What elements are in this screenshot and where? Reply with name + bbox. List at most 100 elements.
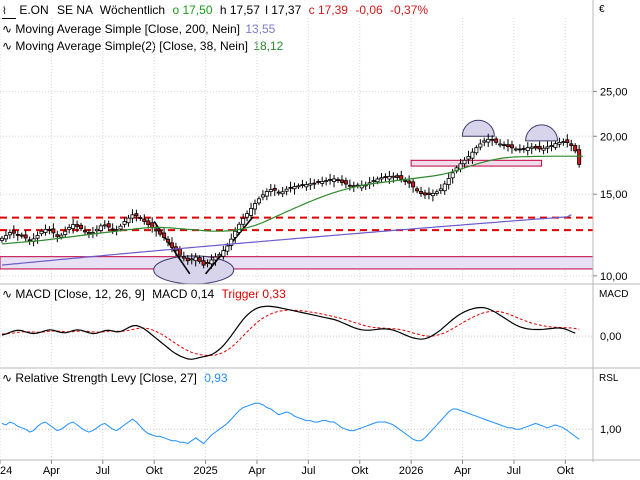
candle-body <box>233 230 238 238</box>
candle-body <box>533 146 538 149</box>
candle-body <box>296 185 301 188</box>
x-tick-label: 2026 <box>399 465 423 477</box>
x-tick-label: Apr <box>454 465 471 477</box>
rsl-line <box>1 402 580 445</box>
candle-body <box>565 139 570 144</box>
x-tick-label: Okt <box>557 465 574 477</box>
chart-header: ⌇ E.ON SE NA Wöchentlich o 17,50 h 17,57… <box>2 3 428 19</box>
candle-body <box>7 232 12 236</box>
x-tick-label: Okt <box>146 465 163 477</box>
candle-body <box>209 259 214 265</box>
open-value: o 17,50 <box>172 3 213 17</box>
candle-body <box>94 228 99 232</box>
candle-body <box>221 250 226 257</box>
change-pct-value: -0,37% <box>390 3 429 17</box>
candle-body <box>138 217 143 219</box>
candle-body <box>430 193 435 197</box>
interval-label: Wöchentlich <box>99 3 166 17</box>
candle-body <box>442 183 447 192</box>
resistance-zone <box>410 159 543 167</box>
ma38-line <box>1 155 584 245</box>
macd-label: MACD [Close, 12, 26, 9] <box>15 287 145 301</box>
double-top-arc <box>525 124 559 142</box>
candle-body <box>237 223 242 233</box>
candle-body <box>15 234 20 236</box>
candle-body <box>498 143 503 146</box>
candle-body <box>205 262 210 265</box>
price-y-tick-label: 15,00 <box>600 189 628 201</box>
candle-body <box>343 180 348 185</box>
rsl-value: 0,93 <box>204 371 228 385</box>
candle-body <box>332 178 337 182</box>
macd-value: MACD 0,14 <box>152 287 215 301</box>
candle-body <box>27 239 32 242</box>
candle-body <box>229 238 234 246</box>
candle-body <box>130 214 135 219</box>
x-tick-label: Jul <box>301 465 315 477</box>
candle-body <box>553 143 558 148</box>
candle-body <box>506 144 511 148</box>
candle-body <box>379 177 384 180</box>
candle-body <box>450 172 455 179</box>
candle-body <box>387 176 392 180</box>
price-y-tick-label: 20,00 <box>600 131 628 143</box>
candle-body <box>43 228 48 233</box>
candle-body <box>308 183 313 186</box>
candle-body <box>478 143 483 148</box>
candle-body <box>217 254 222 257</box>
candle-body <box>328 178 333 181</box>
candle-body <box>446 178 451 186</box>
candle-body <box>288 186 293 189</box>
candle-body <box>426 192 431 195</box>
candle-body <box>79 224 84 230</box>
symbol-label: E.ON <box>19 3 49 17</box>
candle-body <box>577 149 582 165</box>
double-top-arc <box>461 119 495 137</box>
candle-body <box>185 257 190 262</box>
candle-body <box>201 260 206 266</box>
price-y-tick-label: 25,00 <box>600 86 628 98</box>
candle-body <box>225 245 230 252</box>
candle-body <box>102 224 107 227</box>
candle-body <box>110 228 115 231</box>
candle-body <box>260 194 265 198</box>
candle-body <box>399 175 404 180</box>
candle-body <box>75 224 80 227</box>
candle-body <box>419 191 424 194</box>
candle-body <box>19 234 24 237</box>
candle-body <box>466 155 471 160</box>
ma38-label: Moving Average Simple(2) [Close, 38, Nei… <box>15 39 248 53</box>
candle-body <box>470 151 475 159</box>
market-label: SE NA <box>57 3 93 17</box>
candle-body <box>561 141 566 143</box>
candle-body <box>0 237 4 241</box>
candle-body <box>415 188 420 192</box>
candle-body <box>154 228 159 232</box>
macd-trigger-value: Trigger 0,33 <box>221 287 286 301</box>
candle-body <box>569 143 574 146</box>
x-tick-label: Jul <box>507 465 521 477</box>
candle-body <box>573 145 578 152</box>
candle-body <box>371 180 376 182</box>
candle-body <box>162 232 167 238</box>
candle-body <box>490 138 495 141</box>
candle-body <box>47 228 52 231</box>
candle-body <box>197 257 202 262</box>
low-value: l 17,37 <box>265 3 302 17</box>
candle-body <box>545 146 550 149</box>
candle-body <box>264 191 269 197</box>
candle-body <box>126 217 131 224</box>
candle-body <box>256 198 261 204</box>
candle-body <box>422 192 427 196</box>
x-tick-label: 2025 <box>193 465 217 477</box>
candle-body <box>252 203 257 210</box>
rsl-axis-title: RSL <box>599 373 619 384</box>
macd-y-tick-label: 0,00 <box>600 331 621 343</box>
candle-body <box>521 147 526 150</box>
wave-icon: ∿ <box>2 287 13 301</box>
ma38-legend: ∿ Moving Average Simple(2) [Close, 38, N… <box>2 39 283 53</box>
candle-body <box>517 148 522 151</box>
candle-body <box>292 186 297 190</box>
